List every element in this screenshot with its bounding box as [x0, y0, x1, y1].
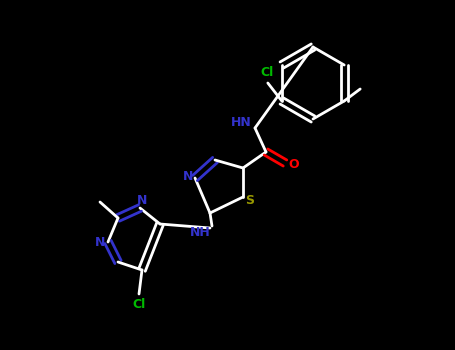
Text: NH: NH [190, 225, 210, 238]
Text: HN: HN [231, 117, 251, 130]
Text: N: N [137, 195, 147, 208]
Text: Cl: Cl [132, 298, 146, 310]
Text: N: N [183, 170, 193, 183]
Text: Cl: Cl [260, 66, 273, 79]
Text: S: S [246, 194, 254, 206]
Text: O: O [288, 158, 299, 170]
Text: N: N [95, 236, 105, 248]
